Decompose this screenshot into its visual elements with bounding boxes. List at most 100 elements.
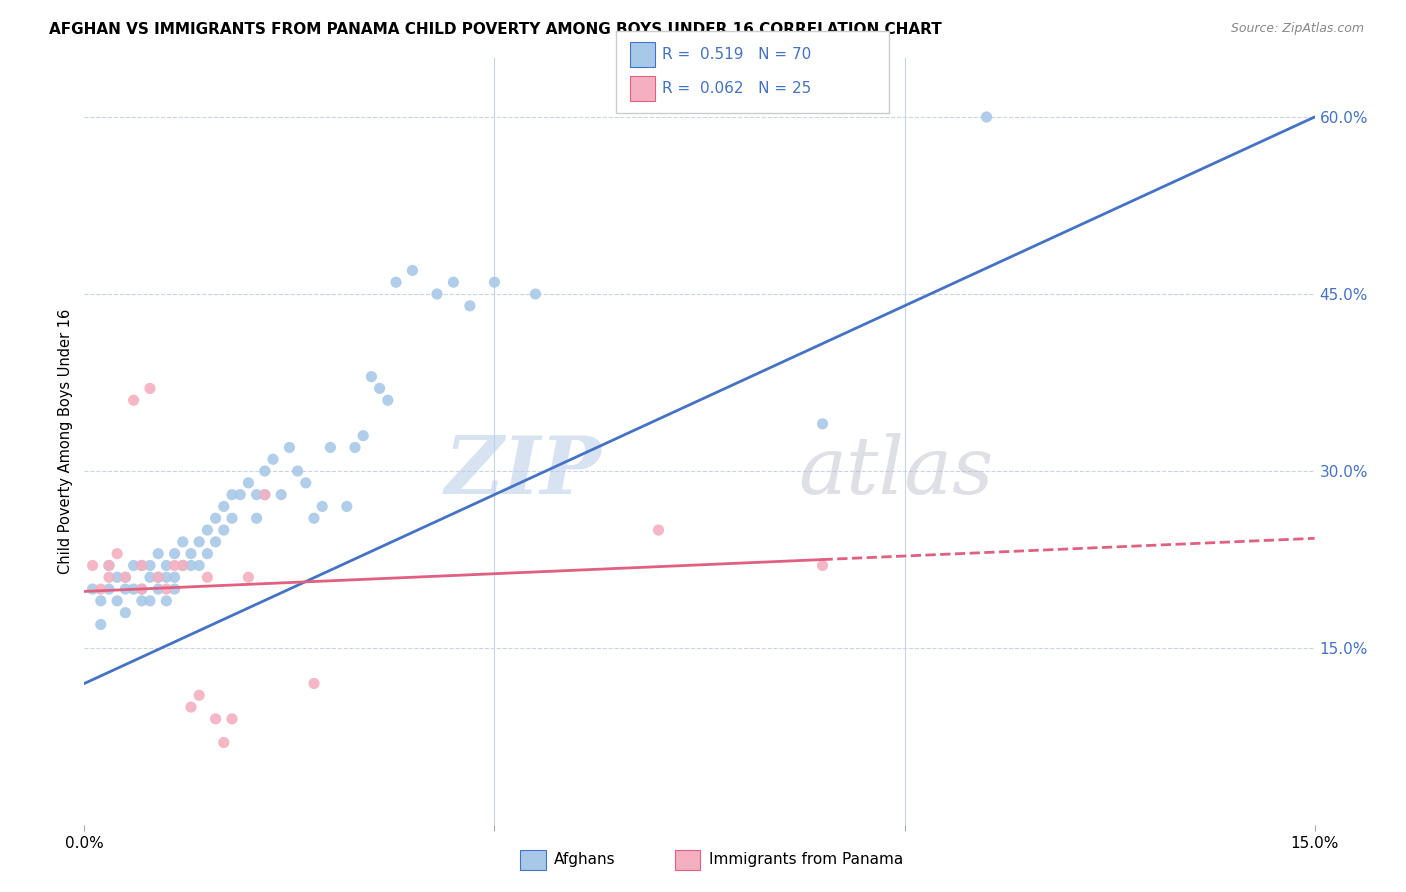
Text: ZIP: ZIP	[444, 434, 602, 511]
Point	[90, 617, 112, 632]
Point	[278, 441, 301, 455]
Point	[155, 594, 177, 608]
Point	[385, 275, 408, 289]
Point	[344, 441, 367, 455]
Point	[163, 582, 186, 596]
Point	[105, 570, 128, 584]
Point	[122, 582, 145, 596]
Point	[212, 523, 235, 537]
Point	[484, 275, 506, 289]
Point	[180, 700, 202, 714]
Point	[131, 558, 153, 573]
Point	[122, 393, 145, 408]
Point	[458, 299, 481, 313]
Point	[319, 441, 342, 455]
Point	[139, 558, 162, 573]
Point	[212, 500, 235, 514]
Point	[131, 582, 153, 596]
Point	[188, 688, 211, 702]
Point	[163, 570, 186, 584]
Point	[270, 488, 292, 502]
Point	[90, 582, 112, 596]
Point	[131, 558, 153, 573]
Point	[401, 263, 423, 277]
Point	[139, 594, 162, 608]
Point	[377, 393, 399, 408]
Point	[114, 606, 136, 620]
Point	[302, 511, 325, 525]
Point	[262, 452, 284, 467]
Point	[114, 582, 136, 596]
Point	[811, 417, 834, 431]
Text: AFGHAN VS IMMIGRANTS FROM PANAMA CHILD POVERTY AMONG BOYS UNDER 16 CORRELATION C: AFGHAN VS IMMIGRANTS FROM PANAMA CHILD P…	[49, 22, 942, 37]
Point	[352, 428, 374, 442]
Text: R =  0.519   N = 70: R = 0.519 N = 70	[662, 46, 811, 62]
Point	[172, 558, 194, 573]
Text: Source: ZipAtlas.com: Source: ZipAtlas.com	[1230, 22, 1364, 36]
Point	[98, 582, 120, 596]
Point	[524, 287, 547, 301]
Point	[976, 110, 998, 124]
Point	[311, 500, 333, 514]
Point	[238, 570, 260, 584]
Point	[229, 488, 252, 502]
Text: atlas: atlas	[799, 434, 993, 511]
Point	[253, 464, 276, 478]
Point	[114, 570, 136, 584]
Point	[172, 534, 194, 549]
Point	[368, 381, 391, 395]
Point	[197, 523, 219, 537]
Point	[131, 582, 153, 596]
Point	[180, 558, 202, 573]
Point	[148, 582, 170, 596]
Point	[221, 488, 243, 502]
Text: Afghans: Afghans	[554, 853, 616, 867]
Point	[148, 547, 170, 561]
Point	[131, 594, 153, 608]
Point	[221, 712, 243, 726]
Point	[163, 558, 186, 573]
Point	[148, 570, 170, 584]
Point	[336, 500, 359, 514]
Point	[253, 488, 276, 502]
Point	[360, 369, 382, 384]
Text: R =  0.062   N = 25: R = 0.062 N = 25	[662, 81, 811, 96]
Point	[204, 712, 226, 726]
Point	[221, 511, 243, 525]
Point	[197, 570, 219, 584]
Point	[98, 558, 120, 573]
Point	[98, 558, 120, 573]
Point	[246, 511, 269, 525]
Point	[139, 381, 162, 395]
Point	[253, 488, 276, 502]
Point	[426, 287, 449, 301]
Point	[204, 511, 226, 525]
Point	[82, 582, 104, 596]
Point	[114, 570, 136, 584]
Point	[238, 475, 260, 490]
Point	[212, 735, 235, 749]
Point	[197, 547, 219, 561]
Point	[443, 275, 465, 289]
Point	[122, 558, 145, 573]
Point	[302, 676, 325, 690]
Point	[647, 523, 669, 537]
Point	[105, 547, 128, 561]
Text: Immigrants from Panama: Immigrants from Panama	[709, 853, 903, 867]
Y-axis label: Child Poverty Among Boys Under 16: Child Poverty Among Boys Under 16	[58, 309, 73, 574]
Point	[287, 464, 309, 478]
Point	[155, 582, 177, 596]
Point	[82, 558, 104, 573]
Point	[155, 570, 177, 584]
Point	[155, 558, 177, 573]
Point	[188, 534, 211, 549]
Point	[295, 475, 318, 490]
Point	[811, 558, 834, 573]
Point	[90, 594, 112, 608]
Point	[188, 558, 211, 573]
Point	[204, 534, 226, 549]
Point	[139, 570, 162, 584]
Point	[105, 594, 128, 608]
Point	[163, 547, 186, 561]
Point	[180, 547, 202, 561]
